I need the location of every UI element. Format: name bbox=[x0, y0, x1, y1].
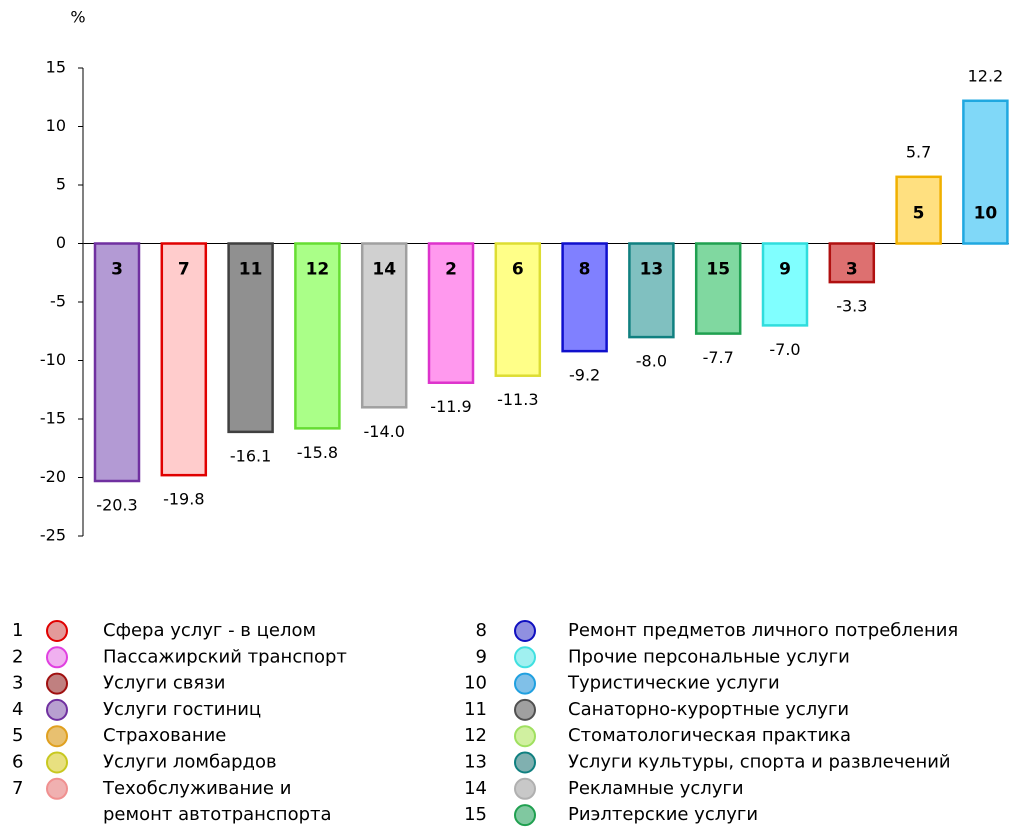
legend-label: Пассажирский транспорт bbox=[103, 646, 347, 667]
bar bbox=[962, 99, 1009, 245]
y-tick-label: -10 bbox=[40, 350, 66, 369]
bar bbox=[628, 242, 675, 339]
bar bbox=[561, 242, 608, 353]
legend-marker bbox=[46, 777, 68, 800]
legend-marker bbox=[514, 672, 536, 695]
legend-label: Страхование bbox=[103, 725, 226, 746]
bar-category-label: 10 bbox=[974, 204, 998, 224]
legend-label: ремонт автотранспорта bbox=[103, 804, 332, 825]
legend-number: 13 bbox=[464, 752, 487, 773]
legend-number: 12 bbox=[464, 725, 487, 746]
bar bbox=[360, 242, 408, 409]
value-label: -9.2 bbox=[569, 366, 600, 385]
bar bbox=[694, 242, 742, 335]
legend-number: 15 bbox=[464, 804, 487, 825]
bar bbox=[494, 242, 542, 377]
legend-number: 14 bbox=[464, 778, 487, 799]
value-label: -11.9 bbox=[430, 397, 471, 416]
y-tick-label: 0 bbox=[56, 233, 66, 252]
bar-category-label: 6 bbox=[512, 260, 524, 280]
legend-number: 2 bbox=[12, 646, 23, 667]
legend-number: 5 bbox=[12, 725, 23, 746]
y-tick-label: 15 bbox=[46, 58, 66, 77]
legend-label: Услуги ломбардов bbox=[103, 752, 277, 773]
legend-marker bbox=[46, 725, 68, 748]
legend-marker bbox=[46, 698, 68, 721]
value-label: 5.7 bbox=[906, 142, 931, 161]
bar bbox=[227, 242, 274, 434]
value-label: -19.8 bbox=[163, 490, 204, 509]
value-label: -11.3 bbox=[497, 390, 538, 409]
legend-label: Услуги связи bbox=[103, 673, 226, 694]
bar-category-label: 11 bbox=[239, 260, 263, 280]
value-label: -7.7 bbox=[703, 348, 734, 367]
legend-number: 11 bbox=[464, 699, 487, 720]
legend-marker bbox=[514, 698, 536, 721]
value-label: -20.3 bbox=[96, 496, 137, 515]
legend-marker bbox=[46, 646, 68, 669]
legend-label: Ремонт предметов личного потребления bbox=[568, 620, 958, 641]
bar bbox=[761, 242, 809, 327]
value-label: -8.0 bbox=[636, 352, 667, 371]
legend-number: 1 bbox=[12, 620, 23, 641]
legend-label: Туристические услуги bbox=[567, 673, 780, 694]
bar-category-label: 2 bbox=[445, 260, 457, 280]
bar bbox=[294, 242, 341, 430]
legend-marker bbox=[46, 751, 68, 774]
bar-category-label: 13 bbox=[640, 260, 664, 280]
y-tick-label: -5 bbox=[50, 292, 66, 311]
bar-category-label: 12 bbox=[306, 260, 330, 280]
legend-number: 3 bbox=[12, 673, 23, 694]
legend-number: 7 bbox=[12, 778, 23, 799]
legend-number: 8 bbox=[476, 620, 487, 641]
bar-category-label: 7 bbox=[178, 260, 190, 280]
bar-category-label: 3 bbox=[846, 260, 858, 280]
legend-number: 10 bbox=[464, 673, 487, 694]
bar-category-label: 5 bbox=[913, 204, 925, 224]
bar-category-label: 9 bbox=[779, 260, 791, 280]
value-label: -7.0 bbox=[769, 340, 800, 359]
legend-marker bbox=[514, 620, 536, 642]
legend-label: Услуги гостиниц bbox=[103, 699, 261, 720]
legend-label: Риэлтерские услуги bbox=[568, 804, 758, 825]
legend-label: Стоматологическая практика bbox=[568, 725, 851, 746]
legend-number: 6 bbox=[12, 752, 23, 773]
legend-label: Услуги культуры, спорта и развлечений bbox=[568, 752, 951, 773]
y-tick-label: -15 bbox=[40, 409, 66, 428]
y-axis-label: % bbox=[70, 8, 85, 27]
value-label: -16.1 bbox=[230, 446, 271, 465]
bar bbox=[828, 242, 876, 284]
legend-label: Прочие персональные услуги bbox=[568, 646, 850, 667]
legend-label: Техобслуживание и bbox=[102, 778, 291, 799]
legend-marker bbox=[46, 620, 68, 642]
bar bbox=[93, 242, 141, 483]
value-label: -3.3 bbox=[836, 297, 867, 316]
legend-number: 4 bbox=[12, 699, 23, 720]
legend-marker bbox=[514, 804, 536, 827]
bar-category-label: 14 bbox=[372, 260, 396, 280]
bar-category-label: 3 bbox=[111, 260, 123, 280]
y-tick-label: -20 bbox=[40, 467, 66, 486]
legend-label: Рекламные услуги bbox=[568, 778, 744, 799]
value-label: 12.2 bbox=[968, 66, 1004, 85]
legend-label: Санаторно-курортные услуги bbox=[568, 699, 849, 720]
bar-category-label: 8 bbox=[579, 260, 591, 280]
bar bbox=[427, 242, 475, 384]
bar bbox=[160, 242, 208, 477]
y-tick-label: 10 bbox=[46, 116, 66, 135]
value-label: -15.8 bbox=[297, 443, 338, 462]
value-label: -14.0 bbox=[363, 422, 404, 441]
bar-category-label: 15 bbox=[706, 260, 730, 280]
legend-label: Сфера услуг - в целом bbox=[103, 620, 316, 641]
y-tick-label: 5 bbox=[56, 175, 66, 194]
legend-marker bbox=[514, 777, 536, 800]
legend-number: 9 bbox=[476, 646, 487, 667]
legend-marker bbox=[514, 646, 536, 669]
legend-marker bbox=[46, 672, 68, 695]
legend-marker bbox=[514, 725, 536, 748]
y-tick-label: -25 bbox=[40, 526, 66, 545]
legend-marker bbox=[514, 751, 536, 774]
bar bbox=[895, 175, 942, 245]
